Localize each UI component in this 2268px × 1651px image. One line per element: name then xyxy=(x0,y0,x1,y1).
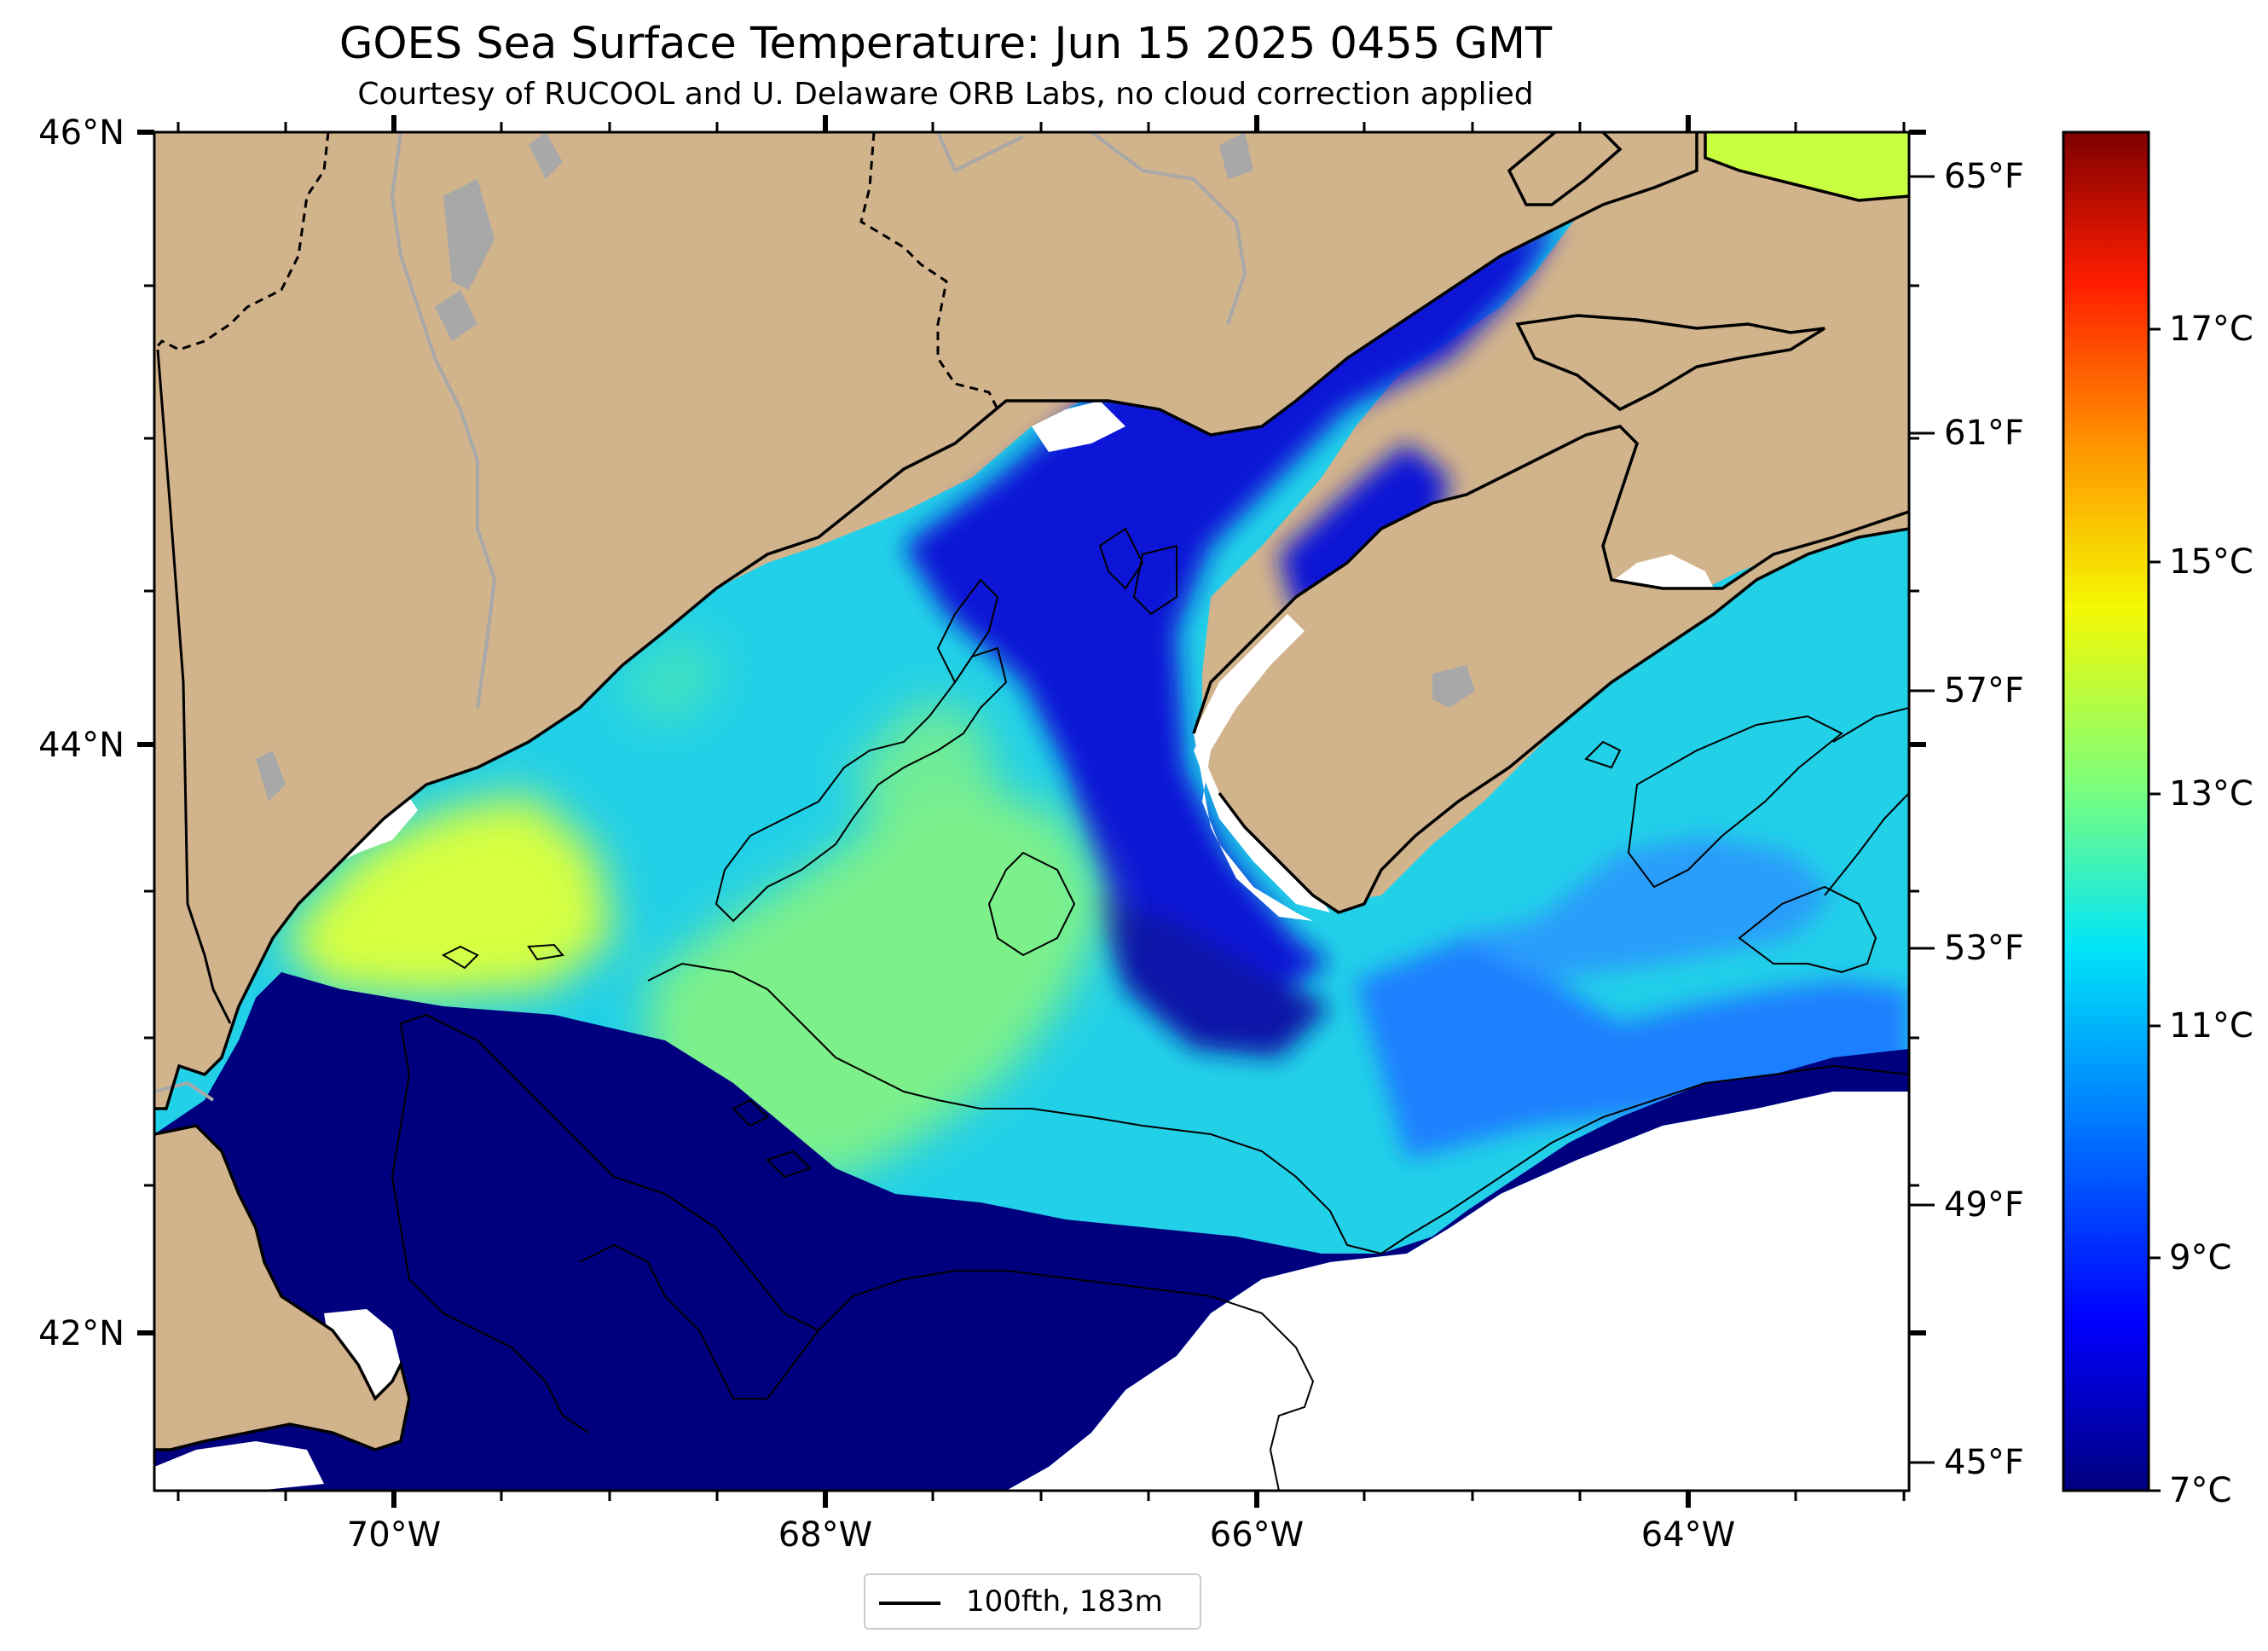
fahrenheit-label: 57°F xyxy=(1944,671,2024,710)
fahrenheit-label: 53°F xyxy=(1944,929,2024,968)
map-frame xyxy=(153,130,1911,1492)
lat-label-46n: 46°N xyxy=(38,113,124,153)
rivers xyxy=(154,132,1247,1102)
map-legend: 100fth, 183m xyxy=(864,1573,1201,1630)
lon-label-66w: 66°W xyxy=(1209,1515,1305,1555)
celsius-label: 15°C xyxy=(2169,542,2254,582)
fahrenheit-ticks xyxy=(1909,175,1935,1464)
legend-line-swatch xyxy=(879,1602,940,1605)
lakes xyxy=(256,132,1475,802)
celsius-label: 11°C xyxy=(2169,1006,2254,1046)
bathymetry-contour-100fth xyxy=(391,527,1909,1491)
legend-label: 100fth, 183m xyxy=(966,1584,1163,1619)
fahrenheit-label: 49°F xyxy=(1944,1185,2024,1225)
borders xyxy=(154,132,999,1024)
map-title: GOES Sea Surface Temperature: Jun 15 202… xyxy=(338,19,1553,69)
celsius-label: 13°C xyxy=(2169,774,2254,814)
lon-label-68w: 68°W xyxy=(778,1515,873,1555)
land-masses xyxy=(154,132,1909,1450)
celsius-label: 17°C xyxy=(2169,310,2254,349)
fahrenheit-label: 61°F xyxy=(1944,414,2024,453)
map-area xyxy=(154,132,1909,1491)
colorbar-ticks xyxy=(2149,327,2161,1492)
coastline xyxy=(154,132,1909,1451)
minor-ticks xyxy=(144,122,1919,1501)
major-ticks xyxy=(137,115,1926,1508)
lat-label-44n: 44°N xyxy=(38,726,124,765)
map-subtitle: Courtesy of RUCOOL and U. Delaware ORB L… xyxy=(357,77,1534,112)
fahrenheit-label: 65°F xyxy=(1944,157,2024,196)
lat-label-42n: 42°N xyxy=(38,1314,124,1353)
lon-label-70w: 70°W xyxy=(346,1515,442,1555)
colorbar xyxy=(2062,130,2150,1492)
fundy-fringe xyxy=(1194,614,1313,921)
celsius-label: 9°C xyxy=(2169,1238,2232,1277)
fahrenheit-label: 45°F xyxy=(1944,1443,2024,1482)
lon-label-64w: 64°W xyxy=(1640,1515,1736,1555)
celsius-label: 7°C xyxy=(2169,1471,2232,1510)
